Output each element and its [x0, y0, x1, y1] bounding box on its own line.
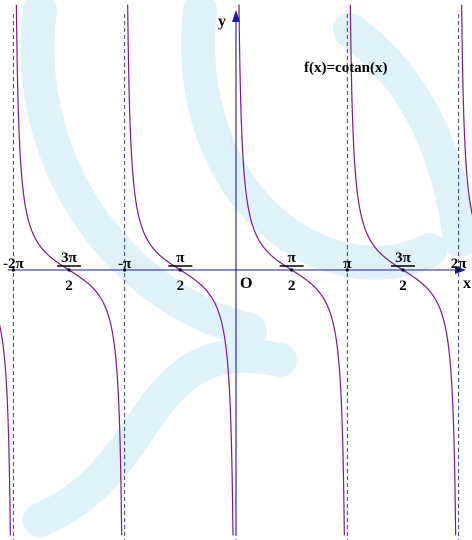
x-axis-label: x [463, 275, 471, 292]
y-axis-arrow [232, 10, 240, 22]
tick-label: -2π [3, 256, 24, 272]
tick-mark [123, 268, 127, 272]
tick-mark [401, 268, 405, 272]
tick-label-denominator: 2 [288, 278, 296, 294]
tick-label: -π [118, 256, 132, 272]
tick-mark [345, 268, 349, 272]
tick-label-numerator: 3π [395, 250, 412, 266]
tick-label-numerator: π [176, 250, 185, 266]
tick-mark [178, 268, 182, 272]
tick-mark [11, 268, 15, 272]
tick-mark [67, 268, 71, 272]
tick-label-numerator: π [288, 250, 297, 266]
x-axis-arrow [455, 266, 466, 274]
tick-label: π [343, 256, 352, 272]
origin-label: O [240, 275, 252, 292]
tick-label-denominator: 2 [65, 278, 73, 294]
watermark-decoration [20, 0, 472, 537]
tick-mark [290, 268, 294, 272]
tick-label-numerator: 3π [61, 250, 78, 266]
tick-label: 2π [451, 256, 468, 272]
y-axis-label: y [218, 13, 226, 30]
function-title: f(x)=cotan(x) [304, 60, 388, 76]
tick-label-denominator: 2 [399, 278, 407, 294]
tick-label-denominator: 2 [177, 278, 185, 294]
axes [8, 10, 466, 535]
tick-mark [457, 268, 461, 272]
